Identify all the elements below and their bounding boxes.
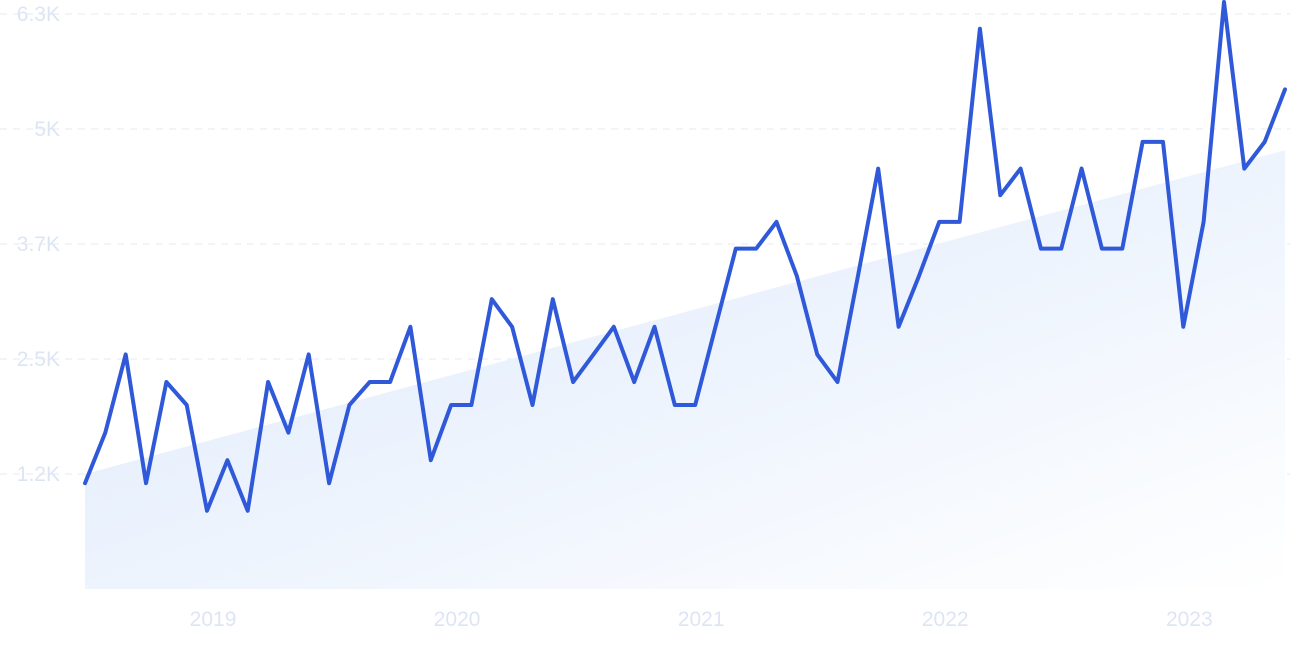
x-tick-label: 2019 xyxy=(190,608,237,631)
x-tick-label: 2020 xyxy=(434,608,481,631)
trend-area-fill xyxy=(85,150,1285,589)
x-axis-ticks: 2019 2020 2021 2022 2023 xyxy=(190,608,1213,631)
y-axis-ticks: 1.2K 2.5K 3.7K 5K 6.3K xyxy=(17,3,60,486)
y-tick-label: 2.5K xyxy=(17,348,60,371)
y-tick-label: 3.7K xyxy=(17,233,60,256)
series-line-0 xyxy=(83,0,1287,513)
x-tick-label: 2021 xyxy=(678,608,725,631)
y-tick-label: 6.3K xyxy=(17,3,60,26)
y-tick-label: 1.2K xyxy=(17,463,60,486)
x-tick-label: 2022 xyxy=(922,608,969,631)
x-tick-label: 2023 xyxy=(1166,608,1213,631)
trend-area xyxy=(85,150,1285,589)
series xyxy=(83,0,1287,513)
y-tick-label: 5K xyxy=(34,118,60,141)
